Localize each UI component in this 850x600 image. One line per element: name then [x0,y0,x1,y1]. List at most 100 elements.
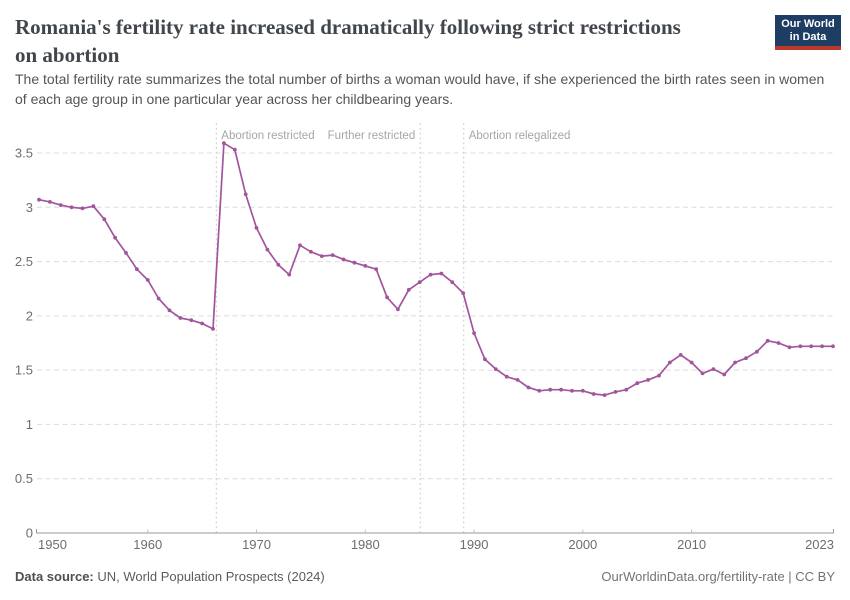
data-point [798,344,803,349]
data-point [287,272,292,277]
data-point [276,262,281,267]
data-point [765,338,770,343]
x-axis-line [36,529,834,534]
data-point [189,318,194,323]
data-point [222,141,226,146]
data-point [37,197,41,202]
data-point [591,392,596,396]
data-point [493,367,498,371]
data-point [243,192,248,197]
series-line [38,142,834,396]
data-point [156,296,161,301]
y-tick-label: 0 [26,526,33,541]
data-point [58,203,63,208]
data-point [298,243,302,248]
data-point [657,373,661,378]
y-tick-label: 3.5 [15,146,33,161]
data-point [341,257,346,262]
data-point [232,147,237,152]
data-point [265,247,270,252]
x-tick-label: 2010 [677,537,706,552]
data-point [254,226,259,230]
data-point [787,345,792,350]
data-point [135,267,139,272]
owid-logo-line1: Our World [781,17,835,30]
data-point [613,390,618,394]
data-point [178,316,183,320]
data-point [504,374,509,379]
data-point [428,272,433,277]
x-tick-label: 2023 [805,537,834,552]
data-point [733,360,737,365]
data-point [776,341,781,345]
data-point [689,360,694,365]
data-point [461,291,466,295]
data-point [548,387,553,392]
data-point [483,357,487,362]
y-tick-label: 0.5 [15,471,33,486]
data-point [515,378,520,382]
x-tick-label: 1960 [133,537,162,552]
data-point [352,260,357,265]
chart-title: Romania's fertility rate increased drama… [15,15,681,67]
data-point [406,287,411,292]
annotation-label: Further restricted [328,130,416,142]
data-point [374,267,379,272]
data-point [200,321,205,326]
data-point [700,371,705,376]
data-point [319,254,324,258]
data-point [124,251,128,255]
data-point [624,387,629,392]
data-point [363,264,368,268]
data-point [385,295,389,300]
x-tick-label: 1990 [460,537,489,552]
credit-note: OurWorldinData.org/fertility-rate | CC B… [601,569,835,584]
data-point [48,200,52,204]
data-point [809,344,814,349]
data-source-note: Data source: UN, World Population Prospe… [15,569,325,584]
owid-logo-line2: in Data [789,30,827,43]
data-point [167,308,172,313]
data-point [526,385,531,390]
data-point [755,349,759,354]
data-point [580,388,585,393]
data-point [559,387,563,392]
y-tick-label: 2 [26,308,33,323]
owid-logo: Our World in Data [775,15,841,50]
y-tick-label: 2.5 [15,254,33,269]
data-point [722,372,727,377]
chart-subtitle: The total fertility rate summarizes the … [15,71,825,107]
data-point [439,271,444,276]
data-point [472,331,476,336]
data-point [711,367,716,371]
data-point [744,356,748,361]
x-tick-label: 1970 [242,537,271,552]
y-tick-label: 1 [26,417,33,432]
data-point [831,344,835,349]
data-point [646,378,650,382]
data-point [570,388,574,393]
data-point [309,249,313,254]
data-source-label: Data source: [15,569,94,584]
data-source-text: UN, World Population Prospects (2024) [97,569,325,584]
data-point [667,360,672,365]
data-point [102,217,107,222]
annotation-label: Abortion relegalized [469,130,571,142]
data-point [69,205,74,210]
data-point [396,307,400,312]
data-point [330,253,335,257]
annotation-label: Abortion restricted [221,130,314,142]
data-point [91,204,96,209]
x-tick-label: 1950 [38,537,67,552]
data-point [450,280,455,285]
data-point [211,327,215,331]
data-point [537,388,542,393]
data-point [820,344,824,349]
data-point [678,353,683,357]
data-point [80,206,85,211]
data-point [113,235,117,240]
data-point [602,393,607,397]
data-point [417,280,422,285]
y-tick-label: 1.5 [15,363,33,378]
